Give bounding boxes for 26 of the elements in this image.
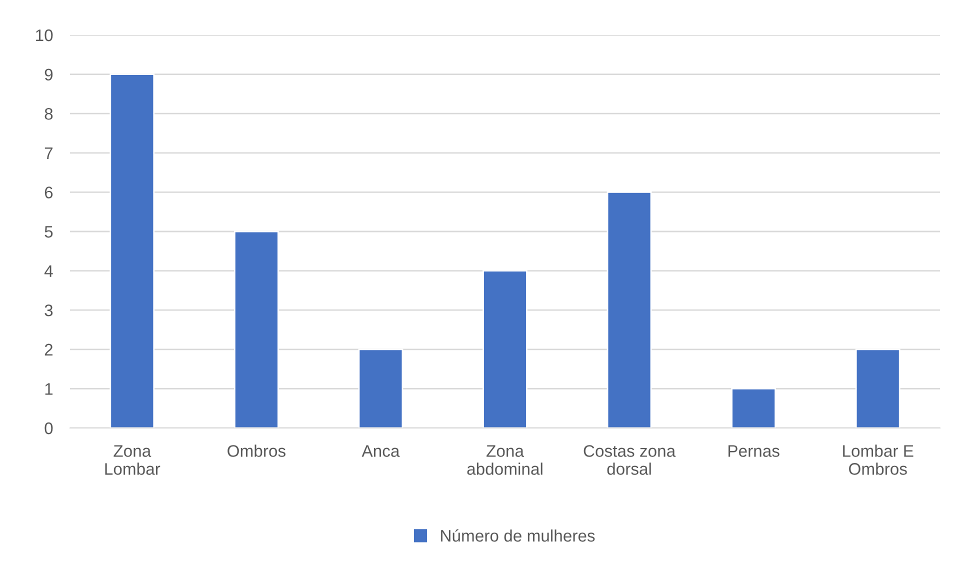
y-tick-label: 8 [44,108,53,120]
x-tick-label: Ombros [228,444,286,457]
x-tick-label: Zona Lombar [105,445,160,475]
y-tick-label: 10 [36,29,53,42]
x-tick-label: Anca [362,445,400,457]
x-tick-label: Pernas [728,445,780,457]
bar [731,388,776,428]
bar [358,348,404,428]
bar [110,74,155,428]
bar [482,270,528,428]
y-tick-label: 3 [44,304,53,316]
y-tick-label: 6 [44,186,53,198]
legend-label: Número de mulheres [441,529,595,542]
x-tick-label: Lombar E Ombros [843,444,914,475]
x-tick-label: Zona abdominal [467,445,542,475]
bar [234,230,279,428]
y-tick-label: 2 [44,344,52,356]
y-tick-label: 0 [44,422,53,434]
y-tick-label: 9 [44,68,53,81]
y-tick-label: 1 [45,383,53,395]
y-tick-label: 4 [44,265,53,277]
bar [606,192,652,428]
y-tick-label: 7 [44,147,52,159]
x-tick-label: Costas zona dorsal [584,445,676,475]
y-tick-label: 5 [44,226,53,238]
bar [855,348,900,428]
